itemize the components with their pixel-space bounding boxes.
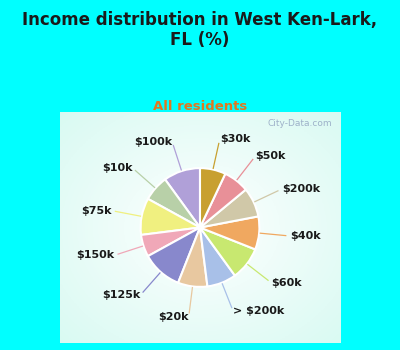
Wedge shape [141,228,200,256]
Wedge shape [148,228,200,283]
Text: > $200k: > $200k [233,307,284,316]
Wedge shape [148,180,200,228]
Text: $125k: $125k [102,290,140,300]
Wedge shape [178,228,208,287]
Wedge shape [200,174,246,228]
Text: $50k: $50k [255,151,286,161]
Text: All residents: All residents [153,100,247,113]
Text: City-Data.com: City-Data.com [267,119,332,128]
Text: $40k: $40k [290,231,320,241]
Text: $30k: $30k [220,134,250,145]
Text: $200k: $200k [282,184,320,194]
Text: Income distribution in West Ken-Lark,
FL (%): Income distribution in West Ken-Lark, FL… [22,10,378,49]
Text: $150k: $150k [76,250,114,260]
Text: $100k: $100k [134,136,172,147]
Text: $75k: $75k [81,205,111,216]
Wedge shape [200,190,258,228]
Wedge shape [200,168,225,228]
Wedge shape [165,168,200,228]
Wedge shape [141,199,200,235]
Text: $20k: $20k [158,312,189,322]
Wedge shape [200,228,235,286]
Wedge shape [200,228,255,275]
Text: $10k: $10k [102,163,132,173]
Text: $60k: $60k [271,278,302,288]
Wedge shape [200,216,259,249]
